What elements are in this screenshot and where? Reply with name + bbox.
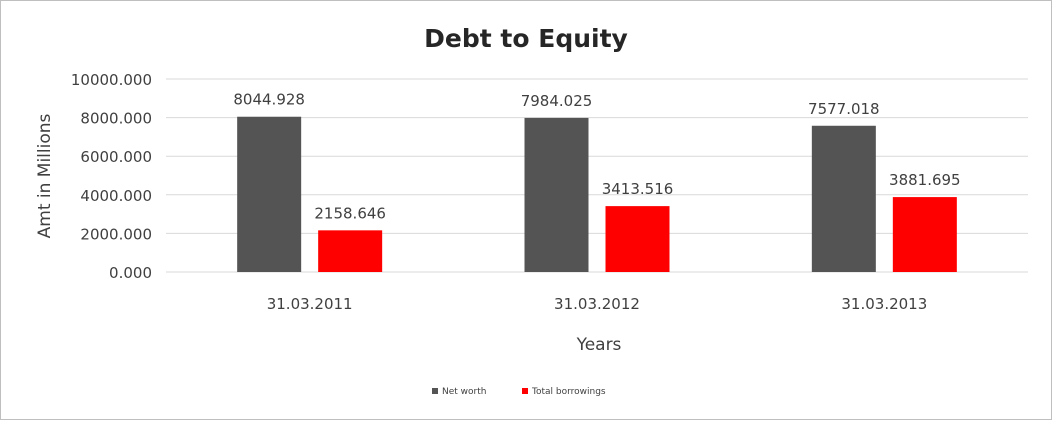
bar: [605, 206, 670, 272]
x-axis-title: Years: [576, 335, 622, 355]
data-label: 7984.025: [521, 92, 593, 110]
y-tick-label: 0.000: [109, 264, 152, 282]
data-labels: 8044.928 2158.646 7984.025 3413.516 7577.018…: [233, 91, 960, 223]
gridlines: [166, 78, 1028, 273]
legend-swatch: [522, 388, 528, 394]
data-label: 2158.646: [314, 204, 386, 222]
bar: [237, 116, 302, 273]
bar: [524, 117, 589, 272]
bar: [318, 230, 383, 272]
x-tick-label: 31.03.2011: [267, 295, 353, 313]
chart-title: Debt to Equity: [424, 24, 628, 53]
data-label: 3881.695: [889, 171, 961, 189]
legend: Net worth Total borrowings: [432, 387, 606, 397]
x-axis-ticks: 31.03.2011 31.03.2012 31.03.2013: [267, 295, 928, 313]
data-label: 7577.018: [808, 100, 880, 118]
bar: [892, 197, 957, 272]
bars: [237, 116, 957, 273]
y-tick-label: 2000.000: [80, 225, 152, 243]
x-tick-label: 31.03.2012: [554, 295, 640, 313]
x-tick-label: 31.03.2013: [841, 295, 927, 313]
data-label: 8044.928: [233, 91, 305, 109]
y-tick-label: 10000.000: [71, 71, 152, 89]
legend-label: Net worth: [442, 387, 486, 397]
y-axis-ticks: 0.000 2000.000 4000.000 6000.000 8000.000 100…: [71, 71, 152, 282]
y-tick-label: 8000.000: [80, 110, 152, 128]
y-tick-label: 6000.000: [80, 148, 152, 166]
y-tick-label: 4000.000: [80, 187, 152, 205]
legend-label: Total borrowings: [531, 387, 606, 397]
y-axis-title: Amt in Millions: [35, 113, 55, 238]
data-label: 3413.516: [602, 180, 674, 198]
legend-swatch: [432, 388, 438, 394]
bar: [811, 125, 876, 272]
